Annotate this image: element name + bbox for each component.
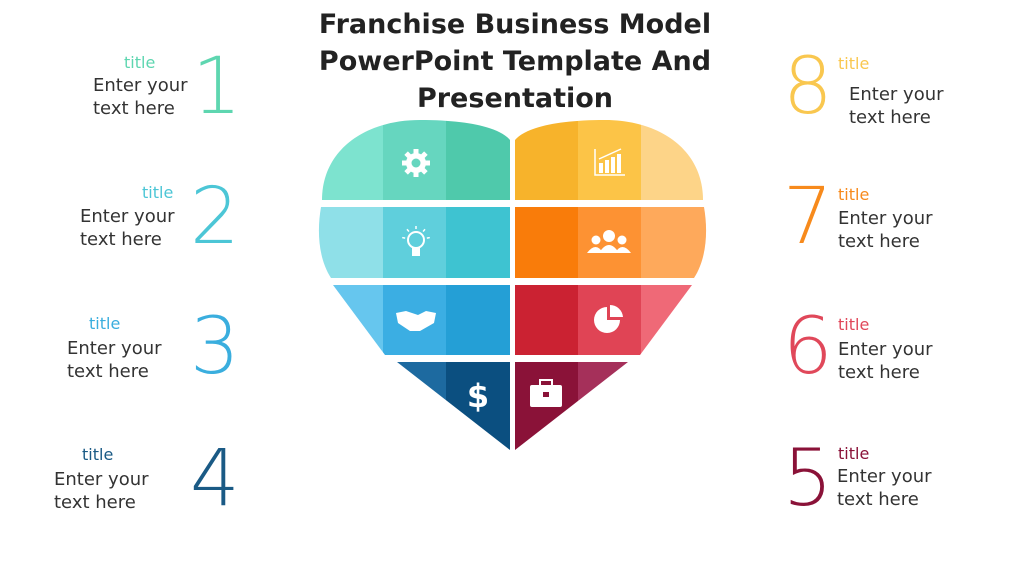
item-text-line: Enter your <box>838 208 933 229</box>
item-text-line: text here <box>838 231 920 252</box>
item-text-line: Enter your <box>67 338 162 359</box>
segment-column <box>383 207 446 278</box>
item-text-line: Enter your <box>849 84 944 105</box>
item-number: 2 <box>190 172 240 262</box>
item-text-line: text here <box>54 492 136 513</box>
heart-segment-2 <box>318 207 510 278</box>
item-text-line: text here <box>849 107 931 128</box>
segment-column <box>578 207 641 278</box>
item-text-line: Enter your <box>54 469 149 490</box>
slide-title: Franchise Business Model PowerPoint Temp… <box>318 9 712 114</box>
item-text-line: Enter your <box>93 75 188 96</box>
item-text: Enter your text here <box>67 337 162 383</box>
item-text: Enter your text here <box>93 74 188 120</box>
item-title: title <box>124 53 156 72</box>
item-text-line: Enter your <box>838 339 933 360</box>
svg-text:$: $ <box>467 377 489 415</box>
segment-column <box>318 207 383 278</box>
item-title: title <box>838 315 870 334</box>
item-number: 8 <box>783 42 833 132</box>
segment-column <box>641 207 707 278</box>
item-number: 7 <box>783 172 833 262</box>
item-text: Enter your text here <box>80 205 175 251</box>
briefcase-icon <box>530 379 562 407</box>
segment-column <box>515 120 578 200</box>
segment-column <box>515 207 578 278</box>
heart-segment-7 <box>515 207 707 278</box>
item-number: 6 <box>783 302 833 392</box>
pie-chart-icon <box>594 304 623 333</box>
heart-segment-8 <box>515 120 703 200</box>
item-text: Enter your text here <box>837 465 932 511</box>
handshake-icon <box>396 311 436 331</box>
item-text-line: Enter your <box>837 466 932 487</box>
item-text-line: text here <box>838 362 920 383</box>
item-title: title <box>142 183 174 202</box>
segment-column <box>446 285 510 355</box>
segment-column <box>446 207 510 278</box>
item-text-line: text here <box>80 229 162 250</box>
item-number: 3 <box>190 302 240 392</box>
dollar-icon: $ <box>467 377 489 415</box>
item-title: title <box>82 445 114 464</box>
item-text: Enter your text here <box>838 207 933 253</box>
item-text-line: text here <box>93 98 175 119</box>
lightbulb-icon <box>402 226 430 256</box>
item-text: Enter your text here <box>838 338 933 384</box>
item-number: 5 <box>783 434 833 524</box>
item-title: title <box>838 444 870 463</box>
item-text: Enter your text here <box>54 468 149 514</box>
gear-icon <box>402 149 430 177</box>
item-text: Enter your text here <box>849 83 944 129</box>
team-icon <box>587 230 631 253</box>
segment-column <box>446 120 510 200</box>
bar-chart-icon <box>594 148 625 176</box>
segment-column <box>578 120 641 200</box>
item-number: 4 <box>190 434 240 524</box>
item-number: 1 <box>192 42 242 132</box>
item-text-line: text here <box>837 489 919 510</box>
item-text-line: Enter your <box>80 206 175 227</box>
item-title: title <box>838 54 870 73</box>
item-title: title <box>838 185 870 204</box>
item-title: title <box>89 314 121 333</box>
segment-column <box>515 285 578 355</box>
item-text-line: text here <box>67 361 149 382</box>
